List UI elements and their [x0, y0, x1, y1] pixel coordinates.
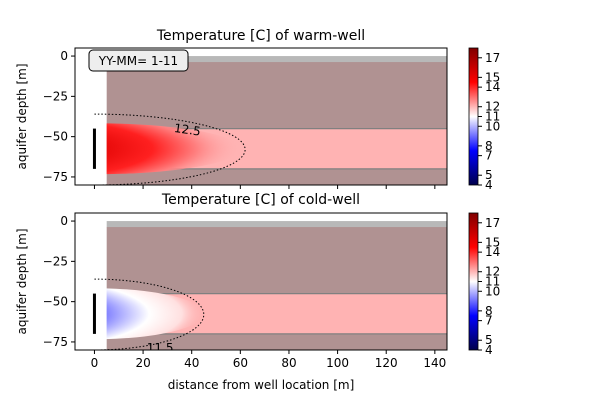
colorbar-tick-label: 17 [485, 51, 500, 65]
surface-band [106, 56, 447, 63]
warm-plume [75, 123, 241, 175]
x-tick-label: 40 [184, 356, 199, 370]
y-tick-label: −25 [43, 89, 68, 103]
x-tick-label: 80 [281, 356, 296, 370]
colorbar-tick-label: 11 [485, 275, 500, 289]
colorbar-tick-label: 5 [485, 168, 493, 182]
confining-layer [106, 168, 447, 185]
colorbar-tick-label: 7 [485, 149, 493, 163]
colorbar-tick-label: 4 [485, 343, 493, 357]
axes-frame [74, 212, 448, 351]
surface-band [106, 221, 447, 228]
annotation-box [88, 49, 189, 72]
y-tick-label: −50 [43, 130, 68, 144]
colorbar-tick-label: 14 [485, 245, 500, 259]
axes-frame [74, 47, 448, 186]
colorbar-tick-label: 10 [485, 119, 500, 133]
colorbar-tick-label: 8 [485, 139, 493, 153]
colorbar-tick-label: 12 [485, 265, 500, 279]
contour-label: 11.5 [147, 341, 174, 355]
colorbar-tick-label: 10 [485, 284, 500, 298]
y-tick-label: −75 [43, 170, 68, 184]
x-tick-label: 120 [375, 356, 398, 370]
x-tick-label: 140 [423, 356, 446, 370]
confining-layer [106, 62, 447, 129]
y-tick-label: −25 [43, 254, 68, 268]
y-tick-label: 0 [60, 49, 68, 63]
confining-layer [106, 227, 447, 294]
plot-area: 12.5 [75, 48, 447, 185]
chart-title: Temperature [C] of cold-well [161, 192, 360, 208]
annotation-text: YY-MM= 1-11 [98, 54, 178, 68]
y-tick-label: 0 [60, 214, 68, 228]
colorbar-tick-label: 12 [485, 100, 500, 114]
colorbar-tick-label: 14 [485, 80, 500, 94]
y-tick-label: −50 [43, 295, 68, 309]
chart-title: Temperature [C] of warm-well [156, 28, 365, 44]
colorbar-tick-label: 11 [485, 110, 500, 124]
well-zone [75, 213, 107, 350]
chart-panel-warm-well: 12.5 0 −25 −50 −75 Temperature [C] of warm-we… [15, 28, 500, 192]
x-axis-label: distance from well location [m] [168, 378, 355, 392]
colorbar-tick-label: 8 [485, 304, 493, 318]
confining-layer [106, 333, 447, 350]
colorbar-tick-label: 15 [485, 235, 500, 249]
colorbar-tick-label: 17 [485, 216, 500, 230]
contour-label: 12.5 [173, 121, 201, 139]
colorbar-tick-label: 7 [485, 314, 493, 328]
plot-area: 11.5 [75, 213, 447, 355]
contour-line [94, 278, 205, 350]
colorbar [468, 212, 479, 351]
y-axis-label: aquifer depth [m] [15, 63, 29, 169]
y-tick-label: −75 [43, 335, 68, 349]
x-tick-label: 60 [233, 356, 248, 370]
x-tick-label: 100 [326, 356, 349, 370]
x-tick-label: 0 [91, 356, 99, 370]
colorbar-tick-label: 15 [485, 70, 500, 84]
x-tick-label: 20 [135, 356, 150, 370]
colorbar-tick-label: 5 [485, 333, 493, 347]
y-axis-label: aquifer depth [m] [15, 228, 29, 334]
colorbar-tick-label: 4 [485, 178, 493, 192]
chart-panel-cold-well: 11.5 0 20 40 60 80 100 120 140 0 −25 −50 −75 Temperat… [15, 192, 500, 392]
cold-plume [75, 288, 204, 340]
colorbar [468, 47, 479, 186]
